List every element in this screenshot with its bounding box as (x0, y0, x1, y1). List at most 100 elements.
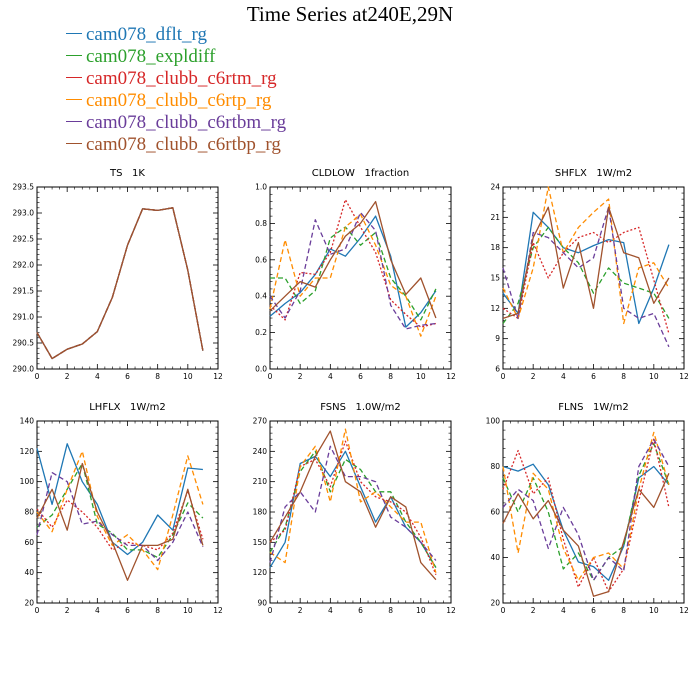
y-tick-label: 100 (486, 417, 501, 426)
x-tick-label: 8 (155, 372, 160, 381)
plot-frame (36, 186, 219, 370)
x-tick-label: 6 (358, 606, 363, 615)
x-tick-label: 12 (679, 372, 689, 381)
y-tick-label: 240 (253, 447, 268, 456)
series-line (269, 428, 437, 573)
y-tick-label: 20 (490, 599, 500, 608)
x-tick-label: 8 (621, 606, 626, 615)
legend-swatch (66, 33, 82, 35)
x-tick-label: 12 (213, 606, 223, 615)
x-tick-label: 2 (298, 372, 303, 381)
x-tick-label: 4 (328, 372, 333, 381)
series-line (502, 206, 670, 348)
x-tick-label: 2 (65, 606, 70, 615)
y-tick-label: 291.5 (13, 287, 35, 296)
legend-label: cam078_clubb_c6rtbm_rg (86, 112, 287, 133)
series-line (269, 199, 437, 328)
legend-item: cam078_clubb_c6rtm_rg (66, 68, 277, 90)
legend-swatch (66, 121, 82, 123)
chart-panel: TS 1K 0 2 4 6 8 10 12 290.0 290.5 291.0 291.5 292.0 2… (13, 168, 223, 381)
series-line (269, 440, 437, 575)
y-tick-label: 20 (24, 599, 34, 608)
y-tick-label: 60 (24, 538, 34, 547)
chart-title: SHFLX 1W/m2 (555, 168, 632, 179)
page-title: Time Series at240E,29N (246, 2, 454, 26)
y-tick-label: 1.0 (255, 183, 267, 192)
legend-item: cam078_clubb_c6rtp_rg (66, 90, 271, 112)
series-line (36, 471, 204, 562)
x-tick-label: 12 (446, 372, 456, 381)
series-line (36, 443, 203, 556)
series-line (502, 438, 670, 593)
legend-swatch (66, 143, 82, 145)
chart-panel: LHFLX 1W/m2 0 2 4 6 8 10 12 20 40 60 80 100 120 140 (20, 402, 223, 615)
y-tick-label: 293.5 (13, 183, 35, 192)
y-tick-label: 290.5 (13, 339, 35, 348)
x-tick-label: 12 (679, 606, 689, 615)
chart-panel: FSNS 1.0W/m2 0 2 4 6 8 10 12 90 120 150 180 210 240 27… (253, 402, 456, 615)
plot-frame (502, 420, 685, 604)
y-tick-label: 120 (253, 568, 268, 577)
legend-swatch (66, 99, 82, 101)
legend-item: cam078_expldiff (66, 46, 215, 68)
series-line (269, 200, 437, 319)
legend-swatch (66, 55, 82, 57)
y-tick-label: 270 (253, 417, 268, 426)
x-tick-label: 4 (95, 606, 100, 615)
series-line (36, 490, 204, 551)
y-tick-label: 290.0 (13, 365, 35, 374)
x-tick-label: 8 (155, 606, 160, 615)
x-tick-label: 2 (65, 372, 70, 381)
y-tick-label: 40 (490, 553, 500, 562)
series-line (502, 186, 670, 325)
legend-label: cam078_clubb_c6rtbp_rg (86, 134, 281, 155)
series-line (269, 445, 437, 563)
x-tick-label: 10 (649, 606, 659, 615)
x-tick-label: 0 (35, 606, 40, 615)
y-tick-label: 0.0 (255, 365, 267, 374)
y-tick-label: 21 (490, 213, 500, 222)
legend-item: cam078_clubb_c6rtbp_rg (66, 134, 281, 156)
chart-title: TS 1K (109, 168, 145, 179)
y-tick-label: 120 (20, 447, 35, 456)
y-tick-label: 292.0 (13, 261, 35, 270)
y-tick-label: 150 (253, 538, 268, 547)
y-tick-label: 0.8 (255, 219, 267, 228)
x-tick-label: 0 (501, 606, 506, 615)
chart-title: LHFLX 1W/m2 (89, 402, 166, 413)
series-line (269, 211, 436, 330)
series-line (36, 462, 204, 559)
x-tick-label: 10 (649, 372, 659, 381)
x-tick-label: 12 (213, 372, 223, 381)
x-tick-label: 0 (501, 372, 506, 381)
y-tick-label: 90 (257, 599, 267, 608)
y-tick-label: 24 (490, 183, 500, 192)
y-tick-label: 18 (490, 243, 500, 252)
x-tick-label: 4 (561, 372, 566, 381)
y-tick-label: 210 (253, 477, 268, 486)
x-tick-label: 10 (183, 372, 193, 381)
chart-panel: FLNS 1W/m2 0 2 4 6 8 10 12 20 40 60 80 100 (486, 402, 689, 615)
series-line (502, 473, 670, 597)
y-tick-label: 291.0 (13, 313, 35, 322)
x-tick-label: 2 (298, 606, 303, 615)
legend-item: cam078_clubb_c6rtbm_rg (66, 112, 286, 134)
series-line (502, 443, 670, 581)
y-tick-label: 6 (495, 365, 500, 374)
plot-frame (269, 420, 452, 604)
x-tick-label: 0 (268, 606, 273, 615)
y-tick-label: 0.2 (255, 328, 267, 337)
y-tick-label: 0.4 (255, 292, 267, 301)
series-line (269, 215, 437, 328)
y-tick-label: 292.5 (13, 235, 35, 244)
y-tick-label: 9 (495, 334, 500, 343)
x-tick-label: 8 (388, 372, 393, 381)
chart-title: FSNS 1.0W/m2 (320, 402, 401, 413)
x-tick-label: 12 (446, 606, 456, 615)
series-line (502, 226, 670, 334)
series-line (36, 462, 204, 581)
y-tick-label: 40 (24, 568, 34, 577)
x-tick-label: 6 (358, 372, 363, 381)
x-tick-label: 4 (328, 606, 333, 615)
